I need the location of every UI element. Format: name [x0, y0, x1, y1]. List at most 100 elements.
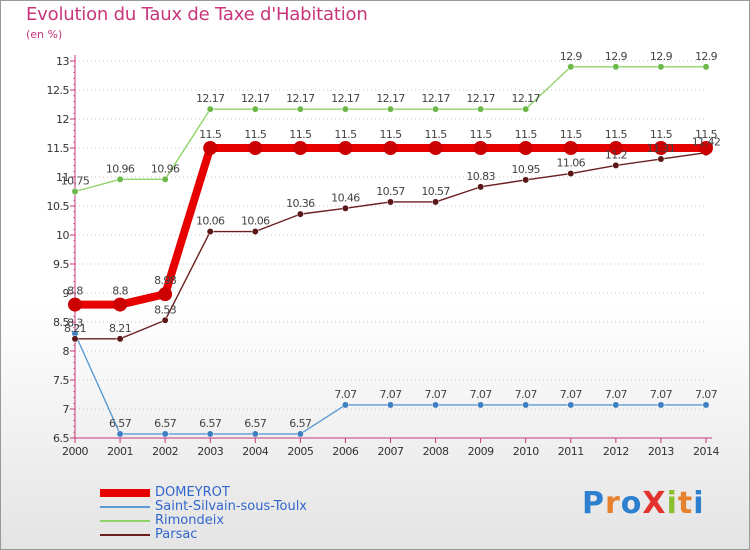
- x-tick-label: 2014: [693, 445, 719, 458]
- data-label: 12.9: [605, 50, 628, 63]
- data-point: [206, 228, 214, 235]
- y-tick-label: 12: [56, 113, 69, 126]
- x-tick-label: 2013: [648, 445, 674, 458]
- x-tick-label: 2000: [62, 445, 88, 458]
- logo-letter: i: [693, 486, 705, 521]
- data-point: [699, 141, 713, 155]
- data-point: [567, 401, 575, 409]
- y-tick-label: 10.5: [47, 200, 70, 213]
- axes: [74, 55, 712, 439]
- data-point: [612, 63, 620, 71]
- data-label: 6.57: [244, 417, 267, 430]
- data-label: 11.5: [470, 128, 493, 141]
- x-tick-label: 2012: [603, 445, 629, 458]
- data-point: [338, 141, 353, 155]
- data-point: [113, 297, 128, 312]
- data-point: [296, 105, 304, 113]
- y-tick-label: 11.5: [47, 142, 70, 155]
- y-tick-label: 6.5: [53, 432, 69, 445]
- y-tick-label: 7: [63, 403, 70, 416]
- data-point: [341, 204, 349, 212]
- data-label: 10.36: [286, 197, 315, 210]
- data-point: [71, 335, 79, 343]
- legend-swatch: [100, 506, 150, 508]
- data-label: 12.17: [376, 92, 405, 105]
- data-label: 6.57: [289, 417, 312, 430]
- data-point: [432, 198, 440, 206]
- data-point: [477, 401, 485, 409]
- data-label: 12.17: [241, 92, 270, 105]
- data-label: 12.9: [695, 50, 718, 63]
- data-label: 6.57: [199, 417, 222, 430]
- data-point: [341, 105, 349, 113]
- data-label: 8.8: [67, 285, 83, 298]
- y-tick-label: 10: [56, 229, 69, 242]
- data-point: [702, 63, 710, 71]
- logo-letter: X: [642, 486, 667, 521]
- data-label: 10.06: [241, 215, 270, 228]
- data-label: 7.07: [470, 388, 493, 401]
- data-point: [473, 141, 488, 155]
- data-label: 10.57: [421, 185, 450, 198]
- proxiti-logo: ProXiti: [582, 486, 705, 521]
- data-point: [518, 141, 533, 155]
- x-tick-label: 2007: [378, 445, 404, 458]
- data-point: [251, 105, 259, 113]
- data-point: [387, 401, 394, 409]
- y-axis-ticks: 6.5 7 7.5 8 8.5 9 9.5 10 10.5 11 11.5 12 12.5 13: [47, 55, 75, 445]
- data-point: [567, 170, 575, 177]
- x-tick-label: 2009: [468, 445, 494, 458]
- data-point: [293, 141, 308, 155]
- data-label: 11.5: [605, 128, 628, 141]
- data-label: 10.83: [466, 170, 495, 183]
- logo-letter: o: [620, 486, 643, 521]
- data-label: 6.57: [109, 417, 132, 430]
- data-label: 12.17: [466, 92, 495, 105]
- data-label: 11.5: [379, 128, 402, 141]
- data-point: [477, 183, 485, 191]
- logo-letter: r: [605, 486, 621, 521]
- data-label: 8.3: [67, 317, 83, 330]
- data-label: 11.5: [425, 128, 448, 141]
- data-label: 10.06: [196, 215, 225, 228]
- data-label: 10.57: [376, 185, 405, 198]
- data-label: 11.42: [692, 136, 721, 149]
- data-label: 11.5: [695, 128, 718, 141]
- legend-label: Saint-Silvain-sous-Toulx: [155, 499, 308, 514]
- data-point: [68, 297, 82, 312]
- data-label: 11.5: [560, 128, 583, 141]
- data-label: 11.5: [244, 128, 267, 141]
- data-point: [657, 63, 665, 71]
- data-point: [161, 175, 169, 183]
- x-tick-label: 2010: [513, 445, 539, 458]
- x-tick-label: 2005: [287, 445, 313, 458]
- y-tick-label: 13: [56, 55, 69, 68]
- legend-label: DOMEYROT: [155, 485, 230, 500]
- data-point: [567, 63, 575, 71]
- y-tick-label: 8: [63, 345, 70, 358]
- x-tick-label: 2011: [558, 445, 584, 458]
- data-label: 7.07: [379, 388, 402, 401]
- legend-swatch: [100, 489, 150, 497]
- data-point: [341, 401, 349, 409]
- y-tick-label: 12.5: [47, 84, 70, 97]
- x-tick-label: 2002: [152, 445, 178, 458]
- data-label: 11.5: [289, 128, 312, 141]
- data-point: [116, 175, 124, 183]
- grid-lines: [75, 60, 706, 439]
- data-label: 12.17: [421, 92, 450, 105]
- data-point: [387, 198, 394, 206]
- data-label: 11.5: [199, 128, 222, 141]
- data-label: 11.06: [557, 157, 586, 170]
- series-group: [68, 63, 713, 438]
- data-point: [248, 141, 263, 155]
- data-label: 10.46: [331, 191, 360, 204]
- data-point: [657, 401, 665, 409]
- data-point: [612, 161, 620, 169]
- logo-letter: t: [677, 486, 694, 521]
- data-label: 11.2: [605, 148, 627, 161]
- x-axis-ticks: 2000 2001 2002 2003 2004 2005 2006 2007 2008 2009…: [62, 438, 720, 458]
